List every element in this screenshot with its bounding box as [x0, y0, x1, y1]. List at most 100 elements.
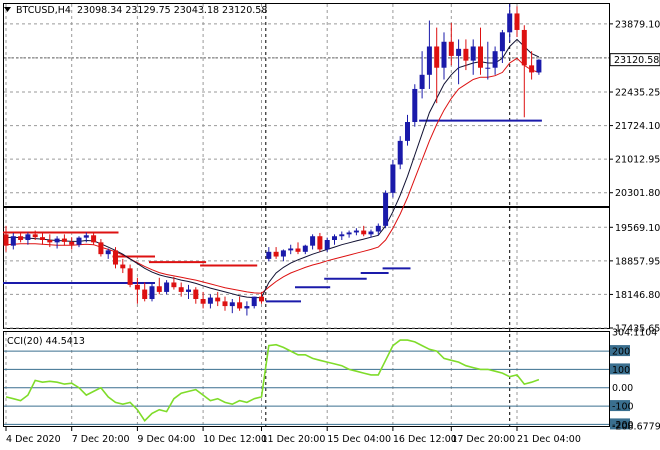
candle-body-bull: [310, 236, 316, 246]
candle-body-bear: [200, 299, 206, 304]
triangle-down-icon: [4, 7, 11, 12]
time-tick-label: 10 Dec 12:00: [203, 434, 267, 445]
price-tick-label: 21724.10: [615, 121, 660, 132]
candle-body-bear: [142, 289, 148, 300]
candle-body-bull: [83, 235, 89, 238]
candle-body-bull: [332, 236, 337, 241]
candle-body-bull: [229, 302, 235, 307]
horizontal-levels[interactable]: [4, 57, 609, 208]
candle-body-bear: [32, 234, 38, 238]
candle-body-bull: [397, 140, 403, 165]
price-tick-label: 21012.95: [615, 155, 660, 166]
time-tick-label: 17 Dec 20:00: [451, 434, 515, 445]
candle-body-bear: [156, 286, 162, 292]
ohlc-values: 23098.34 23129.75 23043.18 23120.58: [77, 5, 267, 16]
candle-body-bear: [193, 289, 199, 300]
cci-level-box: [610, 418, 630, 430]
candle-body-bull: [419, 74, 425, 89]
cci-panel-frame: [3, 331, 610, 427]
support-resistance-lines: [3, 119, 542, 303]
candle-body-bull: [280, 250, 286, 257]
candle-body-bear: [295, 248, 301, 252]
cci-series: [5, 339, 540, 422]
time-tick-label: 15 Dec 04:00: [327, 434, 391, 445]
candle-body-bull: [405, 122, 410, 141]
candle-body-bull: [536, 59, 542, 73]
candle-body-bear: [3, 234, 9, 246]
candle-body-bear: [18, 236, 24, 241]
candle-body-bear: [98, 242, 104, 255]
candle-body-bull: [492, 51, 498, 68]
candle-body-bull: [375, 225, 381, 232]
cci-axis-label: 100: [612, 365, 630, 376]
current-price-box: [609, 53, 660, 67]
candle-body-bear: [463, 48, 469, 61]
time-tick-label: 11 Dec 20:00: [262, 434, 326, 445]
candle-body-bear: [237, 302, 243, 309]
candle-body-bear: [171, 282, 177, 288]
main-panel-frame: [3, 3, 610, 329]
candle-body-bull: [499, 32, 505, 52]
candle-body-bull: [25, 234, 31, 241]
candle-body-bull: [346, 232, 352, 235]
candle-body-bear: [448, 41, 454, 56]
candle-body-bear: [40, 237, 45, 241]
cci-level-box: [610, 400, 630, 412]
cci-axis-label: 0.00: [612, 383, 633, 394]
candle-body-bull: [324, 240, 330, 250]
candle-body-bull: [164, 282, 170, 292]
candle-body-bull: [441, 41, 447, 68]
candle-body-bull: [383, 192, 389, 226]
candle-body-bear: [361, 230, 367, 235]
candle-body-bear: [113, 250, 118, 265]
cci-label: CCI(20) 44.5413: [7, 336, 85, 347]
time-tick-label: 9 Dec 04:00: [137, 434, 195, 445]
candle-body-bull: [266, 251, 272, 259]
candle-body-bear: [222, 301, 228, 307]
candle-body-bear: [529, 65, 535, 73]
candle-body-bull: [302, 245, 308, 252]
cci-level-box: [610, 345, 630, 357]
candle-body-bear: [120, 264, 126, 269]
cci-line: [5, 339, 540, 422]
current-price-label: 23120.58: [614, 55, 659, 66]
candle-body-bull: [485, 67, 491, 69]
cci-axis-label: 304.1104: [612, 328, 657, 339]
candle-body-bull: [288, 248, 294, 251]
candle-body-bull: [390, 164, 396, 193]
time-tick-label: 21 Dec 04:00: [517, 434, 581, 445]
candle-body-bull: [507, 13, 513, 33]
price-grid: [4, 4, 609, 426]
candle-body-bull: [470, 46, 476, 61]
cci-axis-label: -208.6779: [612, 422, 660, 433]
candle-body-bull: [10, 236, 16, 246]
price-tick-label: 18857.95: [615, 256, 660, 267]
cci-axis-label: 200: [612, 347, 630, 358]
time-tick-label: 7 Dec 20:00: [72, 434, 130, 445]
time-tick-label: 4 Dec 2020: [6, 434, 61, 445]
cci-level-box: [610, 363, 630, 375]
candle-body-bull: [186, 289, 191, 292]
cci-axis-label: -200: [612, 420, 634, 431]
candle-body-bull: [368, 231, 374, 235]
price-tick-label: 20301.80: [615, 188, 660, 199]
price-axis: 23879.1023157.3822435.2521724.1021012.95…: [609, 19, 660, 335]
candle-body-bull: [456, 48, 462, 56]
price-tick-label: 18146.80: [615, 290, 660, 301]
cci-axis: 304.1104 200 100 0.00 -100 -200-208.6779: [610, 328, 660, 433]
symbol-timeframe: BTCUSD,H4: [16, 5, 71, 16]
candle-body-bear: [127, 268, 133, 285]
candle-body-bear: [478, 46, 483, 68]
candle-body-bear: [434, 46, 440, 68]
candle-body-bear: [178, 287, 184, 292]
candle-body-bull: [207, 297, 213, 304]
candle-body-bear: [514, 13, 520, 30]
candle-body-bull: [54, 238, 60, 243]
candle-body-bear: [134, 284, 140, 290]
candles: [3, 4, 542, 316]
candle-body-bull: [353, 230, 359, 233]
candle-body-bear: [521, 29, 527, 66]
candle-body-bull: [339, 234, 345, 237]
price-tick-label: 23879.10: [615, 19, 660, 30]
